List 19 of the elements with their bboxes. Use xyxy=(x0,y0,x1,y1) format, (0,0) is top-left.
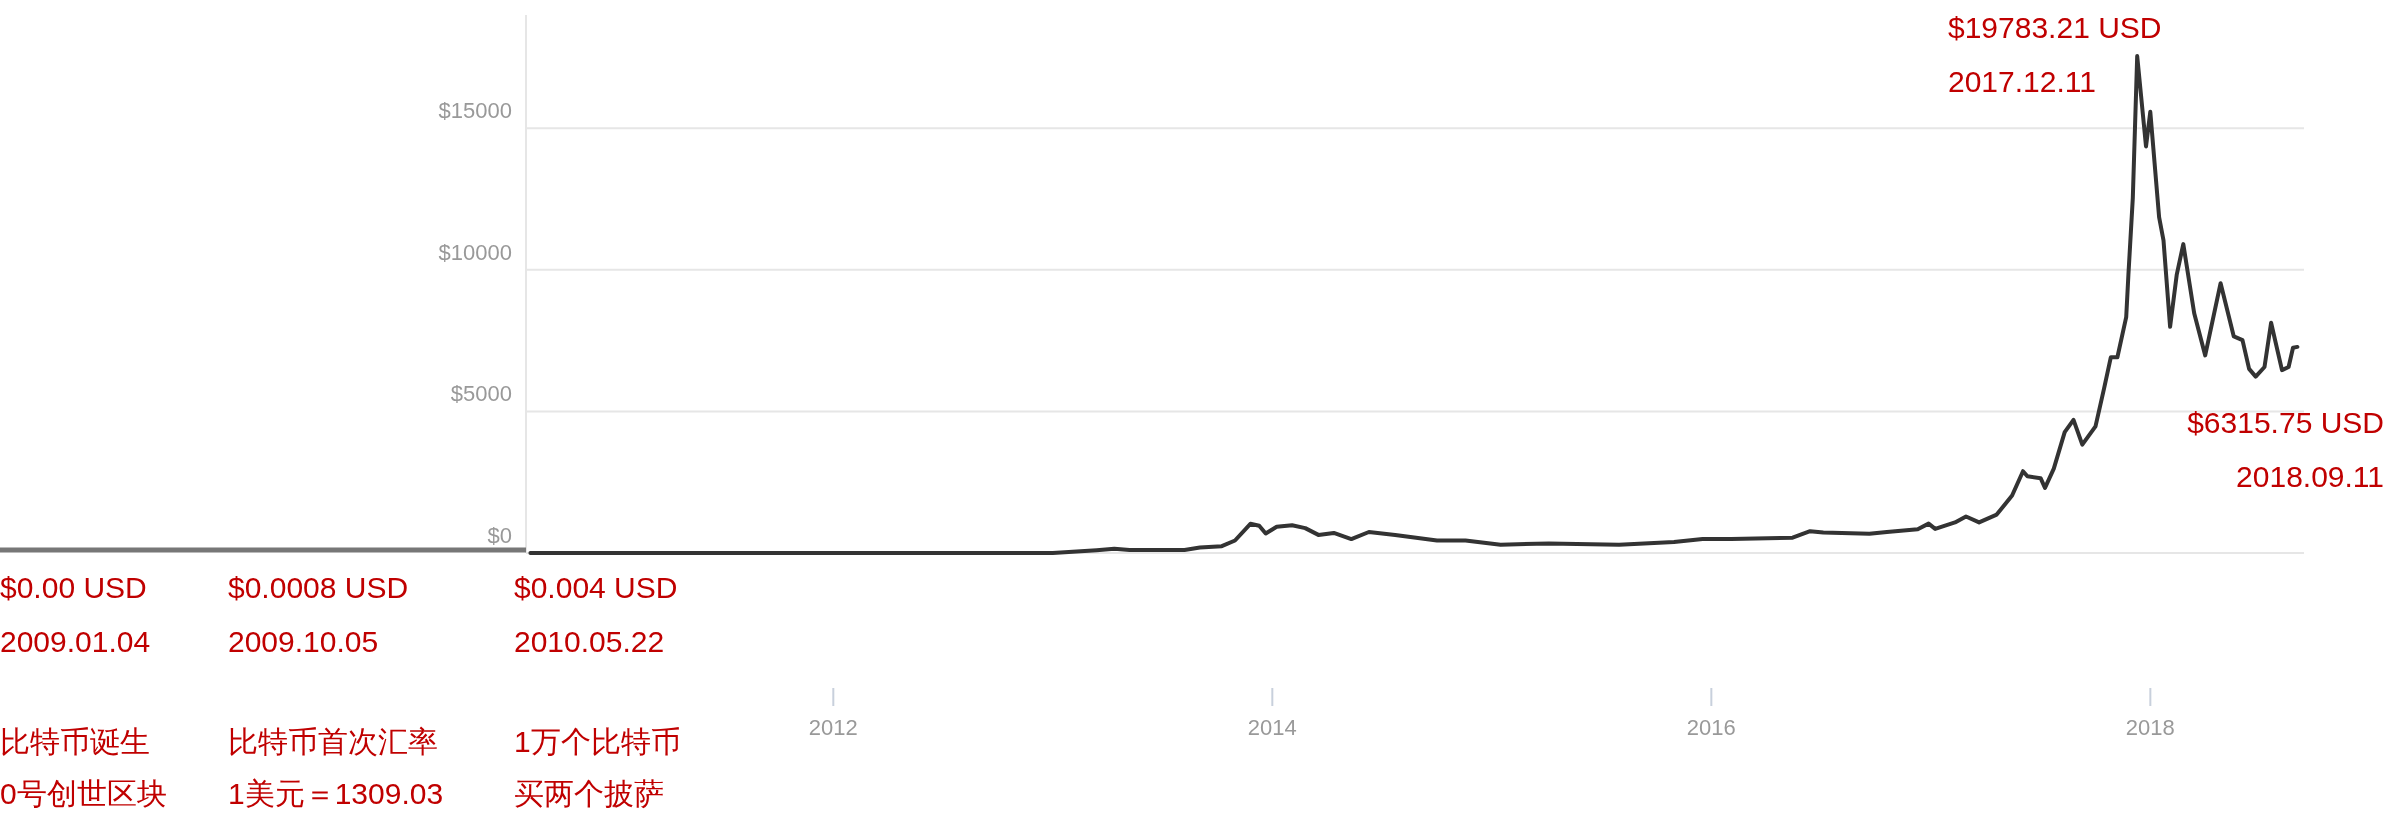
annotation: $6315.75 USD 2018.09.11 xyxy=(2187,406,2384,493)
text: 比特币首次汇率 xyxy=(228,725,438,758)
x-tick-label: 2016 xyxy=(1686,715,1736,740)
x-tick-label: 2012 xyxy=(808,715,858,740)
annotation: $19783.21 USD 2017.12.11 xyxy=(1948,11,2162,98)
text: 1万个比特币 xyxy=(514,725,681,758)
y-tick-label: $15000 xyxy=(438,98,512,124)
y-tick-label: $5000 xyxy=(450,381,512,407)
text: 比特币诞生 xyxy=(0,725,150,758)
text: $0.00 USD 2009.01.04 xyxy=(0,571,151,658)
x-tick-label: 2018 xyxy=(2125,715,2175,740)
x-tick-label: 2014 xyxy=(1247,715,1297,740)
text: 1美元＝1309.03 xyxy=(228,777,444,810)
y-tick-label: $0 xyxy=(487,523,512,548)
text: $0.004 USD 2010.05.22 xyxy=(514,571,678,658)
text: 0号创世区块 xyxy=(0,777,167,810)
y-tick-label: $10000 xyxy=(438,239,512,265)
text: $0.0008 USD 2009.10.05 xyxy=(228,571,409,658)
text: 买两个披萨 xyxy=(514,777,664,810)
